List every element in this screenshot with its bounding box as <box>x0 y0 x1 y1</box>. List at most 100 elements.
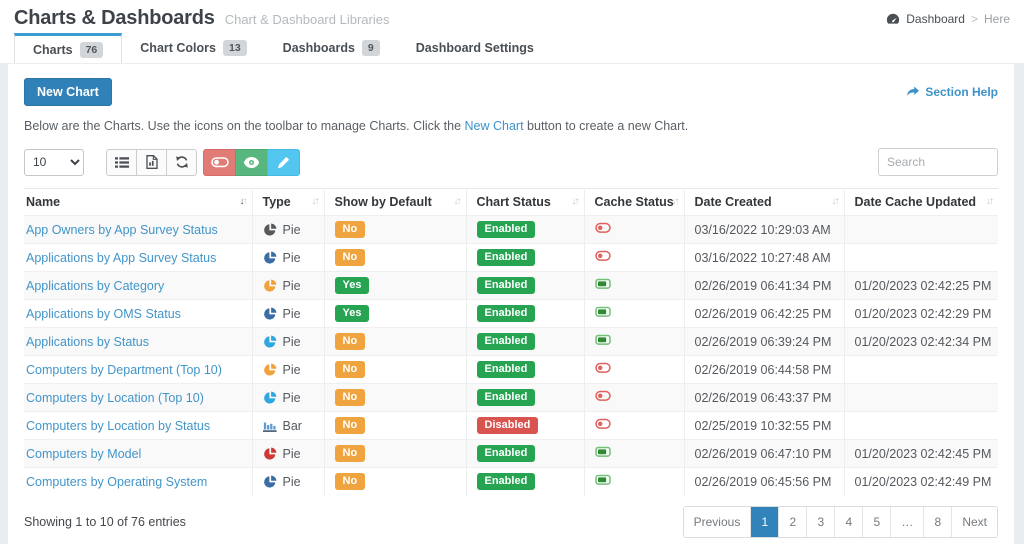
pie-icon <box>263 363 276 376</box>
type-label: Bar <box>282 418 302 433</box>
cell-cache-status <box>583 271 684 300</box>
tab-chart-colors[interactable]: Chart Colors 13 <box>122 33 264 63</box>
intro-new-chart-link[interactable]: New Chart <box>464 119 524 133</box>
tab-bar: Charts 76 Chart Colors 13 Dashboards 9 D… <box>0 33 1024 64</box>
sort-icon[interactable]: ↓↑ <box>453 196 462 207</box>
column-header-label: Type <box>262 195 291 209</box>
chart-name-link[interactable]: Computers by Model <box>26 446 142 461</box>
show-by-default-badge: No <box>334 361 366 378</box>
tab-label: Charts <box>33 42 73 57</box>
cell-type: Bar <box>251 411 324 440</box>
sort-icon[interactable]: ↓↑ <box>239 196 248 207</box>
cell-chart-status: Enabled <box>465 215 584 244</box>
type-label: Pie <box>282 390 301 405</box>
cell-show-by-default: No <box>323 327 466 356</box>
new-chart-button[interactable]: New Chart <box>24 78 112 106</box>
chart-name-link[interactable]: Computers by Operating System <box>26 474 208 489</box>
type-indicator: Pie <box>263 447 316 461</box>
cell-cache-status <box>583 215 684 244</box>
chart-name-link[interactable]: Computers by Location (Top 10) <box>26 390 204 405</box>
show-chart-button[interactable] <box>235 148 268 176</box>
page-size-select[interactable]: 10 <box>24 148 84 176</box>
cell-chart-status: Enabled <box>465 383 584 412</box>
cell-type: Pie <box>251 215 324 244</box>
cell-date-created: 02/26/2019 06:45:56 PM <box>683 467 844 496</box>
cell-date-cache-updated: 01/20/2023 02:42:34 PM <box>843 327 998 356</box>
cell-cache-status <box>583 355 684 384</box>
type-indicator: Pie <box>263 335 316 349</box>
list-view-button[interactable] <box>106 148 137 176</box>
tab-dashboards[interactable]: Dashboards 9 <box>265 33 398 63</box>
page-button-5[interactable]: 5 <box>862 506 891 537</box>
page-button-4[interactable]: 4 <box>834 506 863 537</box>
type-indicator: Pie <box>263 279 316 293</box>
cell-type: Pie <box>251 383 324 412</box>
sort-icon[interactable]: ↓↑ <box>986 196 994 207</box>
chart-name-link[interactable]: Computers by Location by Status <box>26 418 211 433</box>
type-label: Pie <box>282 222 301 237</box>
sort-icon[interactable]: ↓↑ <box>571 196 580 207</box>
chart-name-link[interactable]: Computers by Department (Top 10) <box>26 362 222 377</box>
column-header-type[interactable]: Type ↓↑ <box>251 188 324 216</box>
column-header-show-by-default[interactable]: Show by Default ↓↑ <box>323 188 466 216</box>
chart-name-link[interactable]: Applications by Status <box>26 334 149 349</box>
refresh-icon <box>175 155 189 169</box>
page-button-1[interactable]: 1 <box>750 506 779 537</box>
cell-cache-status <box>583 243 684 272</box>
toggle-on-icon <box>594 446 611 457</box>
type-label: Pie <box>282 250 301 265</box>
table-row: App Owners by App Survey Status Pie No Enab… <box>24 215 998 244</box>
breadcrumb-root[interactable]: Dashboard <box>906 11 965 26</box>
edit-chart-button[interactable] <box>267 148 300 176</box>
refresh-button[interactable] <box>166 148 197 176</box>
cell-name: Applications by Status <box>24 327 252 356</box>
column-header-date-created[interactable]: Date Created ↓↑ <box>683 188 844 216</box>
page-button-3[interactable]: 3 <box>806 506 835 537</box>
tab-dashboard-settings[interactable]: Dashboard Settings <box>398 33 552 63</box>
top-header: Charts & Dashboards Chart & Dashboard Li… <box>0 0 1024 33</box>
search-input[interactable] <box>878 148 998 176</box>
chart-name-link[interactable]: Applications by OMS Status <box>26 306 181 321</box>
previous-page-button[interactable]: Previous <box>683 506 751 537</box>
cell-chart-status: Enabled <box>465 467 584 496</box>
share-arrow-icon <box>906 86 920 98</box>
type-indicator: Pie <box>263 307 316 321</box>
column-header-name[interactable]: Name ↓↑ <box>24 189 252 216</box>
sort-icon[interactable]: ↓↑ <box>311 196 320 207</box>
cell-show-by-default: No <box>323 243 466 272</box>
toggle-off-icon <box>594 390 611 401</box>
export-file-button[interactable] <box>136 148 167 176</box>
column-header-date-cache-updated[interactable]: Date Cache Updated ↓↑ <box>843 188 998 216</box>
next-page-button[interactable]: Next <box>951 506 997 537</box>
chart-name-link[interactable]: Applications by App Survey Status <box>26 250 217 265</box>
chart-name-link[interactable]: Applications by Category <box>26 278 165 293</box>
cell-show-by-default: No <box>323 215 466 244</box>
column-header-chart-status[interactable]: Chart Status ↓↑ <box>465 188 584 216</box>
cell-chart-status: Enabled <box>465 327 584 356</box>
page-button-8[interactable]: 8 <box>923 506 952 537</box>
cell-type: Pie <box>251 243 324 272</box>
cell-cache-status <box>583 299 684 328</box>
breadcrumb-separator: > <box>970 11 978 26</box>
chart-name-link[interactable]: App Owners by App Survey Status <box>26 222 218 237</box>
tab-charts[interactable]: Charts 76 <box>14 33 123 63</box>
cell-date-created: 02/26/2019 06:42:25 PM <box>683 299 844 328</box>
cell-date-cache-updated: 01/20/2023 02:42:29 PM <box>843 299 998 328</box>
show-by-default-badge: No <box>334 333 366 350</box>
section-help-link[interactable]: Section Help <box>906 85 998 99</box>
type-label: Pie <box>282 474 301 489</box>
page-subtitle: Chart & Dashboard Libraries <box>224 12 390 27</box>
sort-icon[interactable]: ↓↑ <box>831 196 840 207</box>
tab-label: Dashboard Settings <box>415 41 534 55</box>
cell-date-cache-updated: 01/20/2023 02:42:49 PM <box>843 467 998 496</box>
cell-show-by-default: No <box>323 467 466 496</box>
toggle-off-icon <box>594 222 611 233</box>
table-row: Applications by OMS Status Pie Yes Enabled 0… <box>24 299 998 328</box>
toggle-cache-button[interactable] <box>203 148 236 176</box>
cell-date-cache-updated <box>843 215 998 244</box>
page-button-2[interactable]: 2 <box>778 506 807 537</box>
pie-icon <box>263 223 276 236</box>
cell-show-by-default: No <box>323 383 466 412</box>
column-header-cache-status[interactable]: Cache Status ↓↑ <box>583 188 684 216</box>
sort-icon[interactable]: ↓↑ <box>671 196 680 207</box>
